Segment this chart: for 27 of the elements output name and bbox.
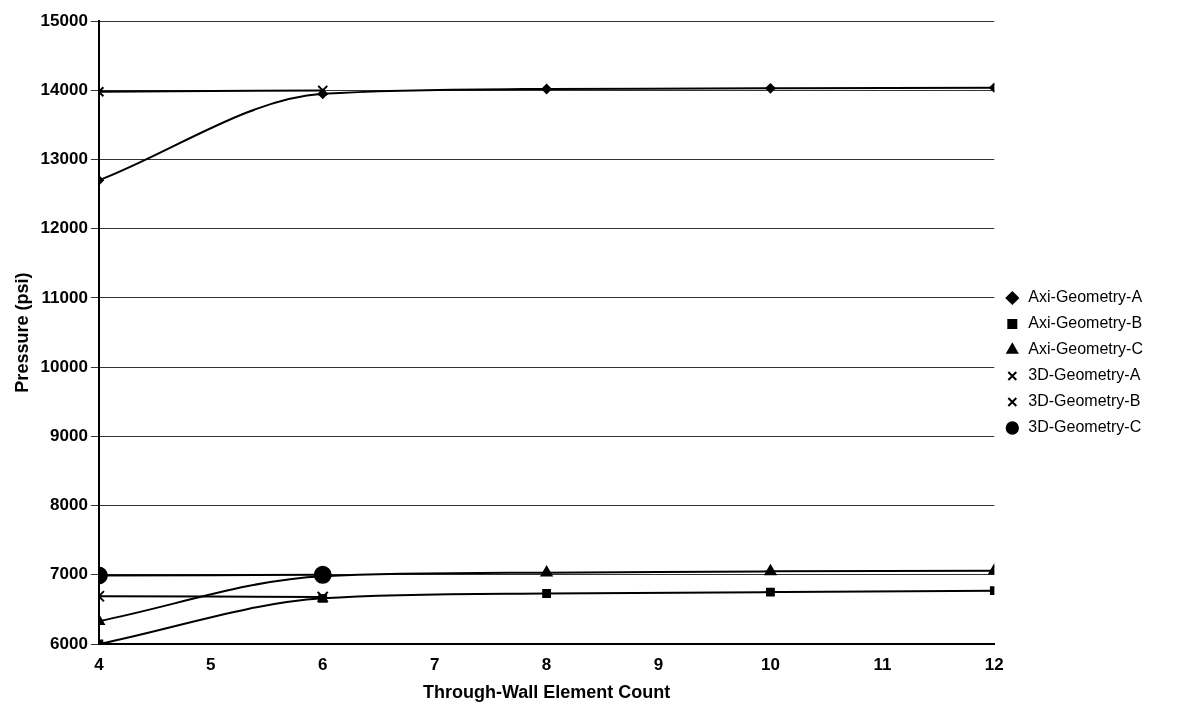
x-axis-title: Through-Wall Element Count bbox=[422, 682, 671, 703]
x-tick-label: 6 bbox=[318, 654, 328, 674]
x-tick-label: 12 bbox=[984, 654, 1004, 674]
legend-label: Axi-Geometry-C bbox=[1028, 340, 1144, 358]
x-tick-label: 4 bbox=[94, 654, 105, 674]
x-tick-label: 10 bbox=[761, 654, 780, 674]
x-tick-label: 8 bbox=[541, 654, 552, 674]
x-tick-label: 7 bbox=[429, 654, 440, 674]
legend-label: 3D-Geometry-A bbox=[1028, 366, 1141, 384]
y-tick-label: 10000 bbox=[40, 356, 88, 376]
y-tick-label: 6000 bbox=[50, 633, 88, 653]
y-tick-label: 12000 bbox=[40, 218, 88, 238]
legend-label: Axi-Geometry-A bbox=[1028, 288, 1143, 306]
y-tick-label: 11000 bbox=[41, 287, 88, 307]
legend-label: Axi-Geometry-B bbox=[1028, 314, 1143, 332]
y-tick-label: 9000 bbox=[50, 426, 88, 446]
x-tick-label: 9 bbox=[653, 654, 664, 674]
x-tick-label: 11 bbox=[873, 654, 892, 674]
y-tick-label: 14000 bbox=[40, 80, 88, 100]
y-tick-label: 13000 bbox=[40, 149, 88, 169]
x-tick-label: 5 bbox=[206, 654, 216, 674]
y-axis-title: Pressure (psi) bbox=[11, 272, 32, 393]
y-tick-label: 7000 bbox=[50, 564, 88, 584]
legend-label: 3D-Geometry-B bbox=[1028, 392, 1141, 410]
y-tick-label: 15000 bbox=[40, 10, 88, 30]
legend-label: 3D-Geometry-C bbox=[1028, 418, 1142, 436]
y-tick-label: 8000 bbox=[50, 495, 88, 515]
